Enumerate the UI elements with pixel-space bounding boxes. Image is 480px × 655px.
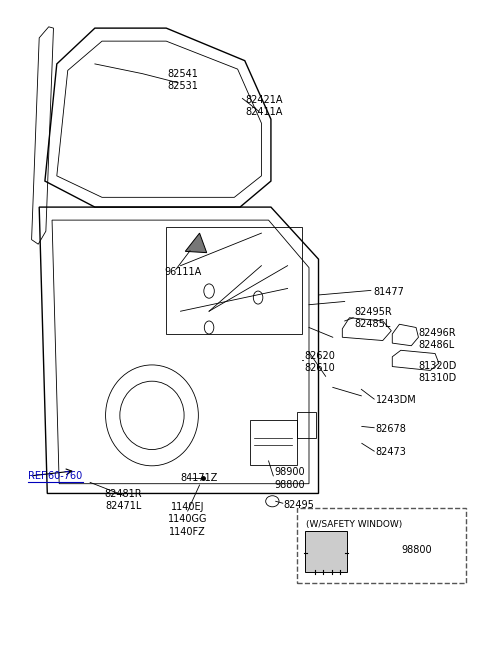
Text: 1140EJ
1140GG
1140FZ: 1140EJ 1140GG 1140FZ [168,502,207,537]
Polygon shape [185,233,207,253]
Text: 82496R
82486L: 82496R 82486L [419,328,456,350]
Text: 82495: 82495 [284,500,315,510]
FancyBboxPatch shape [305,531,347,572]
Text: 98800: 98800 [402,545,432,555]
Text: 82541
82531: 82541 82531 [168,69,198,92]
Text: 81320D
81310D: 81320D 81310D [419,360,457,383]
Text: REF.60-760: REF.60-760 [28,471,83,481]
Text: 82678: 82678 [376,424,407,434]
Text: 1243DM: 1243DM [376,396,416,405]
Text: 82421A
82411A: 82421A 82411A [245,95,283,117]
Text: 82481R
82471L: 82481R 82471L [105,489,142,511]
Text: 81477: 81477 [373,287,404,297]
Text: (W/SAFETY WINDOW): (W/SAFETY WINDOW) [306,519,402,529]
Text: 98900
98800: 98900 98800 [274,467,305,490]
Text: 84171Z: 84171Z [181,474,218,483]
Text: 96111A: 96111A [164,267,202,277]
Text: 82620
82610: 82620 82610 [304,351,335,373]
Text: 82473: 82473 [376,447,407,457]
Text: 82495R
82485L: 82495R 82485L [354,307,392,329]
